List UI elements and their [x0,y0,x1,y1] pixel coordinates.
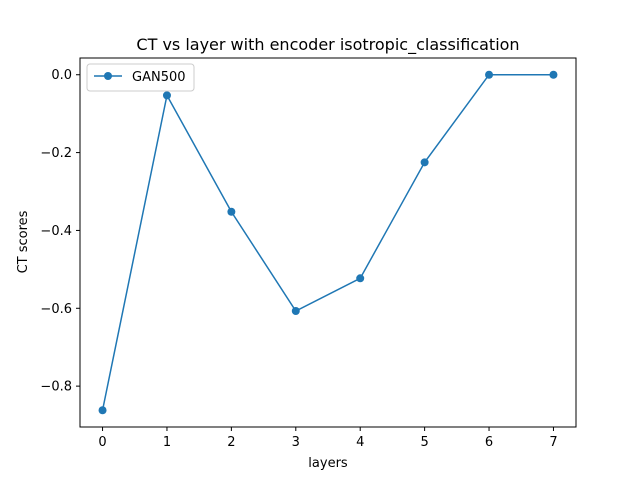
data-point [420,158,429,167]
data-point [98,406,107,415]
x-tick-label: 1 [163,435,171,450]
data-point [356,274,365,283]
x-tick-label: 3 [292,435,300,450]
y-axis: 0.0 −0.2 −0.4 −0.6 −0.8 [40,68,80,395]
x-tick-label: 4 [356,435,364,450]
y-tick-label: −0.4 [40,224,72,239]
legend: GAN500 [86,63,195,92]
y-axis-label: CT scores [16,210,31,273]
y-tick-label: −0.2 [40,146,72,161]
data-point [291,307,300,316]
x-tick-label: 6 [485,435,493,450]
legend-box [86,63,195,92]
data-point [485,70,494,79]
x-axis: 0 1 2 3 4 5 6 7 [98,427,558,450]
x-tick-label: 2 [227,435,235,450]
legend-entry-gan500: GAN500 [132,70,186,85]
series-layer [98,70,558,415]
x-axis-label: layers [308,456,348,471]
plot-frame [79,57,577,428]
chart-title: CT vs layer with encoder isotropic_class… [136,35,519,55]
y-tick-label: −0.6 [40,302,72,317]
x-tick-label: 0 [98,435,106,450]
x-tick-label: 7 [549,435,557,450]
data-point [227,207,236,216]
series-line-gan500 [101,73,554,411]
x-tick-label: 5 [420,435,428,450]
legend-marker-swatch [104,72,112,80]
y-tick-label: 0.0 [51,68,72,83]
y-tick-label: −0.8 [40,380,72,395]
data-point [549,70,558,79]
data-point [162,91,171,100]
